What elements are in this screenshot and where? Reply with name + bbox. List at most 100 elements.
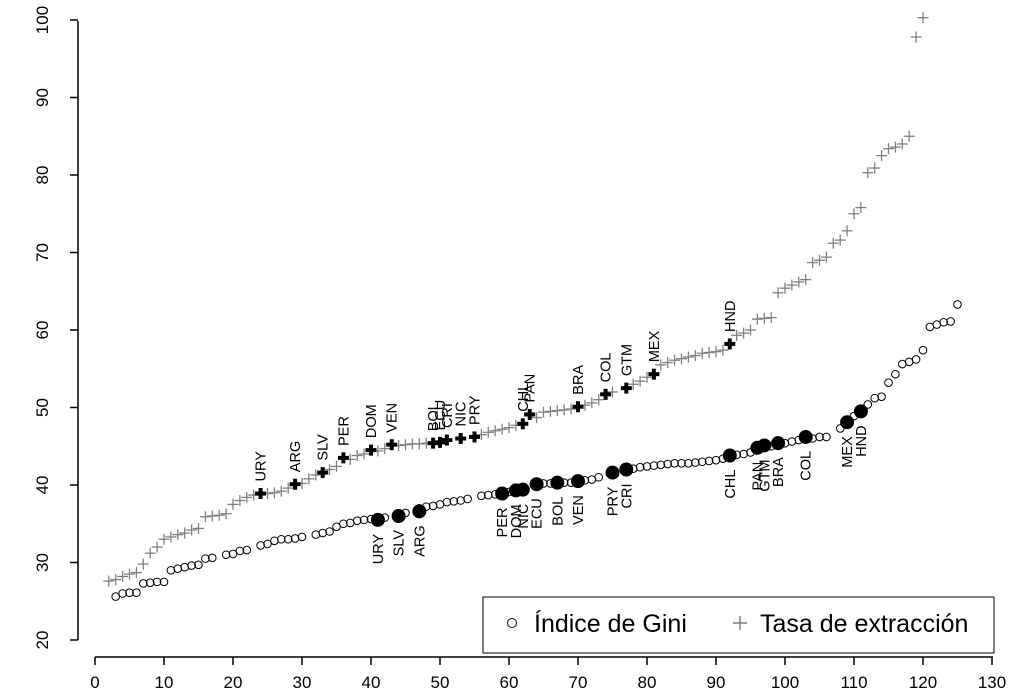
gini-point: [953, 300, 962, 309]
extraction-rate-point: [689, 350, 701, 362]
gini-point: [125, 588, 134, 598]
extraction-highlight-point: [386, 439, 398, 451]
extraction-rate-point: [565, 403, 577, 415]
extraction-rate-point: [869, 162, 881, 174]
extraction-rate-point: [551, 405, 563, 417]
gini-country-label: CRI: [619, 484, 635, 509]
extraction-rate-point: [158, 533, 170, 545]
extraction-rate-point: [772, 287, 784, 299]
gini-highlight-point: [391, 509, 406, 523]
gini-point: [863, 400, 873, 409]
gini-point: [111, 592, 120, 601]
gini-point: [594, 472, 604, 482]
extraction-rate-point: [199, 511, 211, 523]
gini-highlight-point: [550, 475, 565, 490]
extraction-rate-point: [855, 202, 867, 214]
extraction-rate-point: [275, 485, 287, 497]
gini-highlight-point: [840, 415, 855, 430]
highlighted-countries: [255, 338, 868, 527]
extraction-country-label: DOM: [364, 404, 380, 438]
gini-point: [242, 545, 252, 555]
extraction-rate-point: [682, 351, 694, 363]
gini-country-label: NIC: [516, 504, 532, 529]
extraction-rate-point: [896, 138, 908, 150]
extraction-rate-point: [917, 12, 929, 24]
extraction-country-label: CHL: [516, 383, 532, 412]
extraction-rate-point: [379, 443, 391, 455]
legend-gini-label: Índice de Gini: [534, 609, 687, 638]
extraction-rate-point: [137, 558, 149, 570]
gini-point: [277, 534, 286, 544]
extraction-rate-point: [696, 347, 708, 359]
x-tick-label: 40: [362, 673, 381, 692]
legend: Índice de Gini Tasa de extracción: [482, 596, 995, 654]
gini-point: [352, 516, 362, 525]
x-tick-label: 30: [293, 673, 312, 692]
extraction-rate-point: [786, 279, 798, 291]
y-tick-label: 60: [33, 321, 52, 340]
extraction-rate-point: [400, 439, 411, 451]
gini-point: [946, 317, 955, 326]
y-tick-label: 20: [33, 631, 52, 650]
gini-point: [939, 317, 949, 327]
y-ticks: 20 30 40 50 60 70 80 90 100: [33, 6, 78, 650]
extraction-rate-point: [676, 353, 687, 365]
extraction-rate-point: [324, 464, 336, 475]
gini-highlight-point: [495, 486, 510, 501]
extraction-rate-point: [558, 404, 570, 416]
extraction-rate-point: [193, 522, 204, 534]
gini-country-label: ARG: [412, 525, 428, 556]
gini-country-label: DOM: [509, 504, 525, 538]
extraction-rate-point: [172, 529, 184, 541]
extraction-rate-point: [151, 541, 163, 553]
axes: 0 10 20 30 40 50 60 70 80 90 100 110 120 130 20 30 40 50…: [33, 6, 1006, 692]
extraction-rate-point: [179, 527, 191, 539]
extraction-rate-point: [876, 150, 888, 162]
extraction-rate-point: [662, 357, 674, 369]
gini-highlight-point: [722, 448, 737, 463]
extraction-rate-point: [303, 473, 315, 485]
extraction-country-label: BOL: [426, 402, 442, 431]
extraction-rate-point: [903, 130, 915, 142]
extraction-country-label: PRY: [468, 395, 484, 425]
gini-country-label: PAN: [750, 462, 766, 491]
extraction-country-label: ECU: [433, 400, 449, 431]
gini-point: [180, 562, 189, 572]
extraction-country-label: COL: [599, 352, 615, 382]
x-tick-label: 80: [638, 673, 657, 692]
extraction-country-label: HND: [723, 301, 739, 332]
gini-point: [201, 554, 210, 563]
extraction-highlight-point: [517, 418, 529, 430]
gini-point: [118, 589, 127, 598]
y-tick-label: 90: [33, 88, 52, 107]
gini-point: [677, 459, 686, 468]
extraction-rate-point: [538, 406, 549, 418]
gini-highlight-point: [412, 504, 427, 519]
gini-point: [870, 393, 880, 403]
gini-point: [221, 550, 231, 560]
extraction-highlight-point: [524, 408, 536, 420]
extraction-rate-point: [496, 423, 508, 435]
gini-point: [815, 432, 824, 442]
extraction-rate-point: [627, 378, 639, 390]
gini-highlight-point: [619, 462, 634, 477]
extraction-rate-point: [186, 524, 198, 536]
legend-extraction-marker: [733, 616, 747, 630]
extraction-rate-point: [669, 354, 681, 366]
extraction-rate-point: [731, 329, 743, 341]
extraction-highlight-point: [365, 444, 377, 456]
gini-point: [463, 494, 472, 504]
extraction-country-label: PER: [336, 416, 352, 446]
extraction-rate-point: [910, 31, 922, 43]
gini-country-label: BOL: [550, 497, 566, 526]
extraction-country-label: CRI: [440, 403, 456, 428]
extraction-rate-point: [593, 394, 605, 406]
extraction-rate-point: [110, 574, 122, 586]
extraction-highlight-point: [469, 431, 480, 443]
gini-highlight-point: [370, 512, 385, 527]
extraction-rate-point: [351, 450, 363, 462]
gini-point: [911, 355, 921, 364]
extraction-rate-point: [841, 225, 853, 237]
gini-point: [711, 455, 721, 465]
extraction-rate-point: [124, 568, 135, 580]
